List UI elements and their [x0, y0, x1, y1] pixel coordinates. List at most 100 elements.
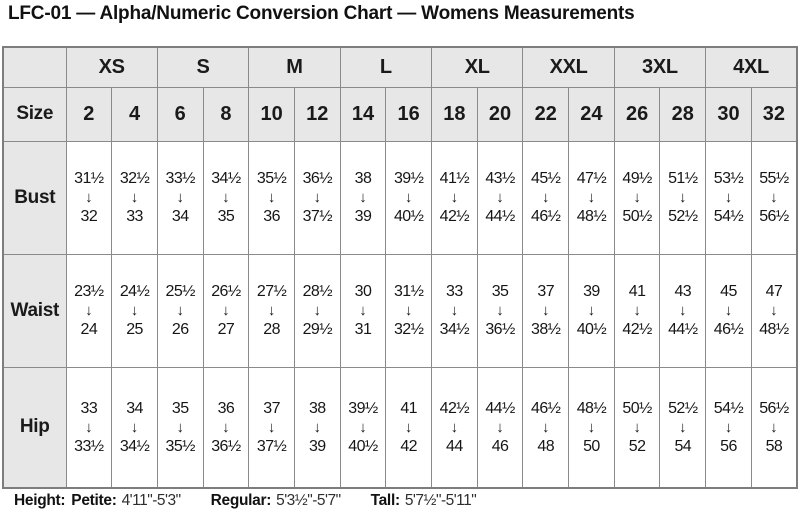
range-to: 29½ [302, 321, 333, 338]
height-entry-value: 5'3½"-5'7" [276, 492, 341, 509]
measurement-cell: 36 ↓ 36½ [202, 366, 250, 489]
down-arrow-icon: ↓ [450, 302, 459, 319]
down-arrow-icon: ↓ [222, 302, 230, 319]
range: 30 ↓ 31 [341, 282, 386, 339]
measurement-cell: 49½ ↓ 50½ [613, 140, 661, 255]
down-arrow-icon: ↓ [587, 189, 596, 206]
range: 34 ↓ 34½ [112, 399, 157, 456]
measurement-cell: 42½ ↓ 44 [431, 366, 478, 489]
range-from: 27½ [256, 282, 287, 300]
measurement-cell: 33½ ↓ 34 [156, 140, 204, 255]
measurement-cell: 24½ ↓ 25 [111, 253, 158, 368]
down-arrow-icon: ↓ [770, 189, 778, 206]
range-from: 35 [491, 282, 509, 300]
range: 41 ↓ 42½ [615, 282, 660, 339]
measurement-cell: 34 ↓ 34½ [111, 366, 158, 489]
range-to: 24 [80, 321, 98, 338]
measurement-cell: 34½ ↓ 35 [202, 140, 250, 255]
range-from: 53½ [713, 169, 744, 187]
down-arrow-icon: ↓ [267, 189, 276, 206]
measurement-cell: 39 ↓ 40½ [568, 253, 615, 368]
range-to: 32½ [393, 321, 424, 338]
measurement-cell: 31½ ↓ 32½ [385, 253, 432, 368]
range: 37 ↓ 37½ [249, 399, 294, 456]
height-entry: Petite: 4'11"-5'3" [71, 492, 181, 510]
measurement-cell: 54½ ↓ 56 [705, 366, 752, 489]
down-arrow-icon: ↓ [770, 418, 778, 436]
measurement-cell: 27½ ↓ 28 [248, 253, 295, 368]
measurement-row-bust: Bust 31½ ↓ 32 32½ ↓ 33 33½ ↓ 34 34½ ↓ 35 35½ ↓ 36 36½ ↓ 37… [2, 140, 798, 255]
numeric-size-header: 26 [613, 86, 661, 142]
range-to: 50½ [622, 208, 652, 225]
range-from: 28½ [302, 282, 333, 300]
numeric-size-header: 8 [202, 86, 250, 142]
down-arrow-icon: ↓ [541, 189, 550, 206]
range-from: 34 [126, 399, 143, 417]
down-arrow-icon: ↓ [267, 302, 276, 319]
range-from: 47 [765, 282, 783, 300]
height-footer: Height: Petite: 4'11"-5'3" Regular: 5'3½"-5… [14, 492, 506, 510]
range: 41½ ↓ 42½ [432, 169, 477, 226]
measurement-cell: 45½ ↓ 46½ [522, 140, 570, 255]
down-arrow-icon: ↓ [724, 189, 733, 206]
down-arrow-icon: ↓ [679, 418, 687, 436]
down-arrow-icon: ↓ [633, 418, 641, 436]
numeric-size-header: 32 [750, 86, 798, 142]
down-arrow-icon: ↓ [313, 302, 322, 319]
range-from: 39½ [348, 399, 378, 417]
measurement-cell: 41 ↓ 42½ [613, 253, 661, 368]
numeric-size-header: 2 [65, 86, 113, 142]
measurement-cell: 39½ ↓ 40½ [385, 140, 432, 255]
range-from: 45½ [531, 169, 561, 187]
measurement-rows: Bust 31½ ↓ 32 32½ ↓ 33 33½ ↓ 34 34½ ↓ 35 35½ ↓ 36 36½ ↓ 37… [2, 140, 798, 489]
down-arrow-icon: ↓ [496, 418, 504, 436]
measurement-row-waist: Waist 23½ ↓ 24 24½ ↓ 25 25½ ↓ 26 26½ ↓ 27 27½ ↓ 28 28½ ↓ 2… [2, 253, 798, 368]
range-from: 41 [628, 282, 646, 300]
alpha-size-header: L [339, 46, 433, 88]
range-to: 46 [491, 437, 509, 455]
alpha-size-header: 3XL [613, 46, 707, 88]
range: 23½ ↓ 24 [67, 282, 112, 339]
measurement-cell: 43 ↓ 44½ [659, 253, 707, 368]
size-row: Size 2 4 6 8 10 12 14 16 18 20 22 24 26 28 30 32 [2, 86, 798, 142]
down-arrow-icon: ↓ [130, 302, 139, 319]
height-label: Height: [14, 492, 66, 509]
range-from: 49½ [622, 169, 652, 187]
range-to: 26 [171, 321, 189, 338]
down-arrow-icon: ↓ [313, 189, 322, 206]
numeric-size-header: 6 [156, 86, 204, 142]
alpha-size-header: 4XL [705, 46, 798, 88]
range-from: 39½ [393, 169, 424, 187]
measurement-cell: 25½ ↓ 26 [156, 253, 204, 368]
range-to: 44½ [668, 321, 698, 338]
page-title: LFC-01 — Alpha/Numeric Conversion Chart … [8, 3, 635, 24]
range-to: 39 [308, 437, 326, 455]
range-to: 36 [263, 208, 280, 225]
range-to: 39 [354, 208, 372, 225]
range: 45½ ↓ 46½ [523, 169, 568, 226]
down-arrow-icon: ↓ [222, 418, 230, 436]
range-from: 31½ [393, 282, 424, 300]
range: 47½ ↓ 48½ [569, 169, 614, 226]
conversion-table: XS S M L XL XXL 3XL 4XL Size 2 4 6 8 10 12 14 16 18 20 22… [2, 46, 798, 489]
alpha-size-header: M [248, 46, 341, 88]
range: 26½ ↓ 27 [204, 282, 249, 339]
range-from: 37 [263, 399, 280, 417]
numeric-size-header: 14 [339, 86, 387, 142]
range: 36½ ↓ 37½ [295, 169, 340, 226]
range: 34½ ↓ 35 [204, 169, 249, 226]
alpha-size-header: XS [65, 46, 158, 88]
range: 33½ ↓ 34 [158, 169, 203, 226]
measurement-cell: 31½ ↓ 32 [65, 140, 113, 255]
range-from: 43½ [485, 169, 515, 187]
range: 35½ ↓ 36 [249, 169, 294, 226]
range: 33 ↓ 33½ [67, 399, 112, 456]
range: 38 ↓ 39 [295, 399, 340, 456]
height-entry-value: 5'7½"-5'11" [404, 492, 477, 509]
range-from: 44½ [485, 399, 515, 417]
range-to: 37½ [256, 437, 287, 455]
down-arrow-icon: ↓ [496, 189, 504, 206]
range-to: 34 [171, 208, 189, 225]
range: 43 ↓ 44½ [660, 282, 705, 339]
range-from: 37 [537, 282, 555, 300]
